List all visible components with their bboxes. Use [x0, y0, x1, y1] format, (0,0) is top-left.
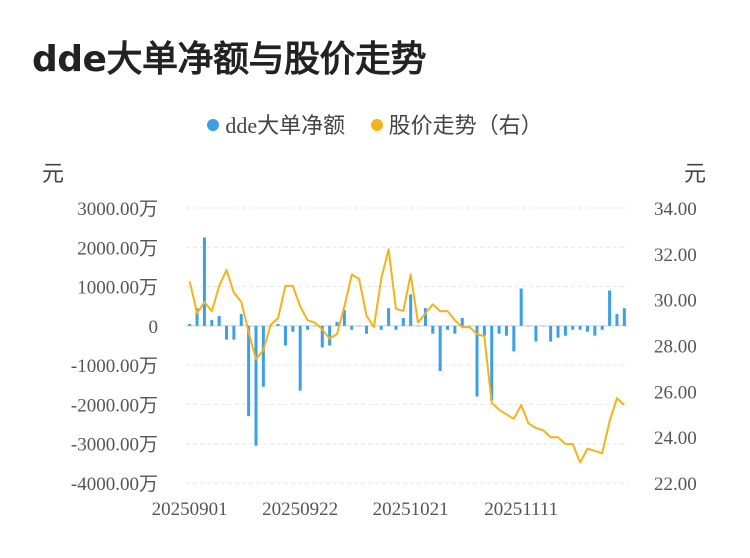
left-tick-label: 1000.00万 [77, 278, 158, 299]
bar [608, 290, 612, 326]
bar [409, 294, 413, 326]
bar [556, 325, 560, 338]
bar [460, 318, 464, 326]
left-tick-label: 3000.00万 [77, 199, 158, 220]
left-tick-label: 2000.00万 [77, 238, 158, 259]
left-axis: 3000.00万 2000.00万 1000.00万 0 -1000.00万 -2000.… [71, 199, 158, 495]
right-axis-unit: 元 [684, 161, 707, 186]
legend-bar-label: dde大单净额 [225, 113, 346, 138]
bar [475, 325, 479, 397]
bar [578, 325, 582, 330]
bar [202, 237, 206, 326]
bar [571, 325, 575, 330]
legend-item-bar[interactable]: dde大单净额 [207, 108, 345, 140]
x-tick-label: 20251111 [484, 499, 558, 520]
bar [519, 288, 523, 326]
bar-series [188, 237, 626, 446]
bar [357, 325, 361, 327]
bar [593, 325, 597, 336]
bar [416, 325, 420, 327]
bar [600, 325, 604, 330]
bar [504, 325, 508, 336]
bar [527, 325, 531, 327]
left-tick-label: 0 [149, 317, 159, 338]
bar [239, 314, 243, 326]
bar [225, 325, 229, 340]
bar [615, 314, 619, 326]
legend-bar-swatch-icon [207, 119, 220, 131]
legend-item-line[interactable]: 股价走势（右） [370, 108, 543, 140]
bar [431, 325, 435, 334]
bar [541, 325, 545, 327]
bar [585, 325, 589, 332]
bar [320, 325, 324, 348]
chart-title: dde大单净额与股价走势 [32, 39, 426, 80]
line-series [188, 248, 625, 464]
bar [291, 325, 295, 332]
bar [549, 325, 553, 342]
x-axis: 20250901 20250922 20251021 20251111 [152, 499, 558, 520]
bar [497, 325, 501, 334]
bar [446, 325, 450, 330]
bar [350, 325, 354, 330]
legend-line-swatch-icon [370, 119, 383, 131]
left-tick-label: -3000.00万 [71, 435, 158, 456]
right-axis: 34.00 32.00 30.00 28.00 26.00 24.00 22.00 [654, 199, 697, 495]
bar [394, 325, 398, 330]
bar [306, 325, 310, 330]
bar [195, 308, 199, 326]
bar [453, 325, 457, 334]
bar [364, 325, 368, 334]
legend-line-label: 股价走势（右） [388, 113, 543, 138]
bar [283, 325, 287, 346]
left-tick-label: -4000.00万 [71, 474, 158, 495]
x-tick-label: 20250901 [152, 499, 228, 520]
bar [387, 308, 391, 326]
legend: dde大单净额 股价走势（右） [0, 108, 750, 140]
bar [261, 325, 265, 387]
bar [232, 325, 236, 340]
bar [534, 325, 538, 342]
bar [379, 325, 383, 330]
right-tick-label: 26.00 [654, 382, 697, 403]
bar [438, 325, 442, 372]
right-tick-label: 24.00 [654, 428, 697, 449]
bar [401, 318, 405, 326]
grid-lines [186, 207, 628, 484]
left-tick-label: -2000.00万 [71, 395, 158, 416]
bar [512, 325, 516, 352]
bar [328, 325, 332, 346]
bar [468, 325, 472, 327]
x-tick-label: 20251021 [373, 499, 449, 520]
right-tick-label: 32.00 [654, 245, 697, 266]
bar [342, 310, 346, 326]
bar [490, 325, 494, 401]
bar [188, 323, 192, 326]
bar [335, 321, 339, 326]
left-axis-unit: 元 [42, 161, 65, 186]
x-tick-label: 20250922 [262, 499, 338, 520]
right-tick-label: 22.00 [654, 474, 697, 495]
bar [563, 325, 567, 336]
bar [622, 308, 626, 326]
bar [298, 325, 302, 391]
bar [210, 319, 214, 326]
bar [247, 325, 251, 417]
bar [482, 325, 486, 336]
right-tick-label: 34.00 [654, 199, 697, 220]
bar [217, 316, 221, 326]
bar [423, 308, 427, 326]
left-tick-label: -1000.00万 [71, 356, 158, 377]
right-tick-label: 30.00 [654, 291, 697, 312]
bar [276, 323, 280, 326]
bar [254, 325, 258, 446]
bar [313, 325, 317, 327]
right-tick-label: 28.00 [654, 337, 697, 358]
price-line [188, 248, 625, 464]
